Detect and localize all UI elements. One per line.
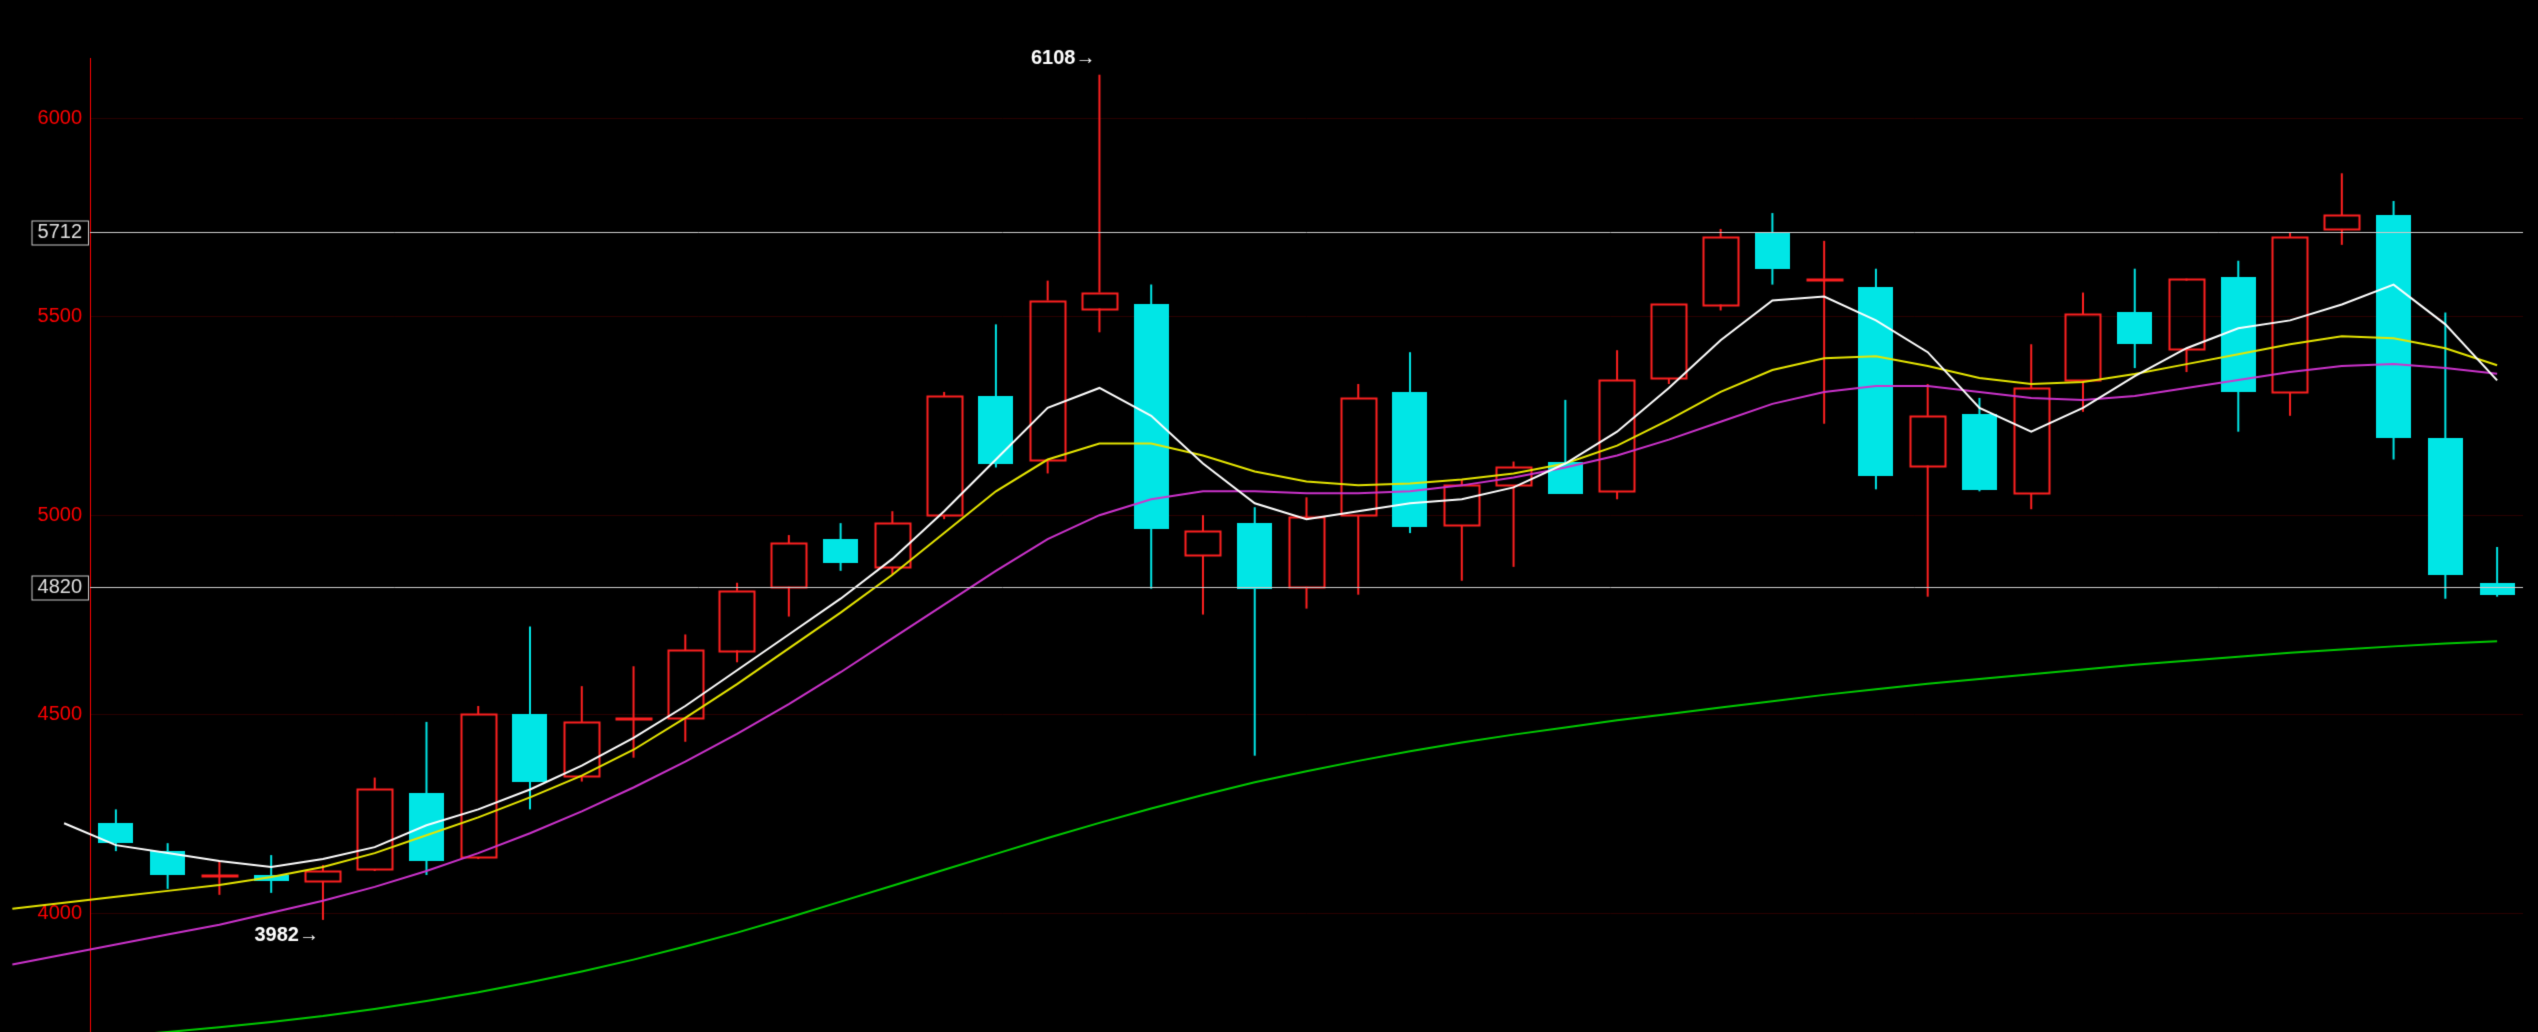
candlestick-chart[interactable] <box>0 0 2538 1032</box>
